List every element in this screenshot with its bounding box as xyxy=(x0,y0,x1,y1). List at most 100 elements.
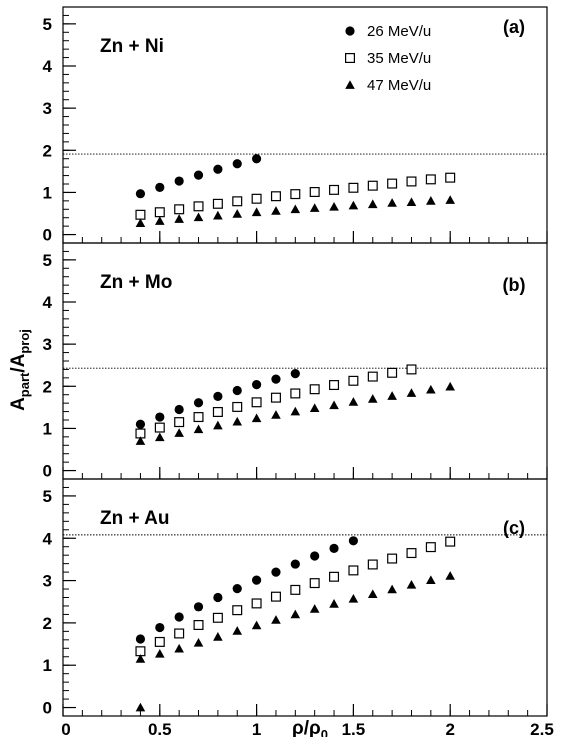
data-point xyxy=(252,575,262,585)
data-point xyxy=(367,589,378,598)
data-point xyxy=(387,198,397,207)
data-point xyxy=(387,391,397,400)
data-point xyxy=(174,417,185,428)
data-point xyxy=(445,571,455,580)
panel-tag: (c) xyxy=(503,518,525,538)
system-label: Zn + Ni xyxy=(100,36,164,57)
data-point xyxy=(426,575,436,584)
data-point xyxy=(387,178,398,189)
series-47-mev-u xyxy=(135,381,455,445)
y-tick-label: 2 xyxy=(43,377,52,396)
x-tick-label: 1.5 xyxy=(342,720,366,737)
data-point xyxy=(135,189,146,199)
data-point xyxy=(232,159,242,169)
series-26-mev-u xyxy=(135,536,358,644)
x-tick-label: 0 xyxy=(61,720,70,737)
data-point xyxy=(406,197,417,206)
y-tick-label: 5 xyxy=(43,251,52,270)
legend-label: 26 MeV/u xyxy=(367,23,431,40)
data-point xyxy=(271,615,281,624)
data-point xyxy=(348,565,359,576)
data-point xyxy=(193,424,204,434)
legend-entry: 47 MeV/u xyxy=(345,77,431,94)
data-point xyxy=(193,620,204,631)
data-point xyxy=(135,634,146,644)
data-point xyxy=(135,419,146,429)
data-point xyxy=(213,592,223,603)
x-tick-label: 2 xyxy=(445,720,454,737)
y-tick-label: 5 xyxy=(43,487,52,506)
data-point xyxy=(252,154,262,164)
legend-marker xyxy=(345,80,355,89)
data-point xyxy=(271,410,281,419)
data-point xyxy=(135,436,146,445)
data-point xyxy=(348,397,359,406)
data-point xyxy=(329,184,340,195)
data-point xyxy=(174,404,184,415)
data-point xyxy=(270,191,281,202)
data-point xyxy=(135,209,146,220)
legend-label: 35 MeV/u xyxy=(367,50,431,67)
system-label: Zn + Au xyxy=(100,508,170,529)
series-35-mev-u xyxy=(135,364,417,439)
data-point xyxy=(387,367,398,378)
data-point xyxy=(232,605,243,616)
y-tick-label: 4 xyxy=(43,293,53,312)
y-tick-label: 5 xyxy=(43,15,52,34)
data-point xyxy=(232,416,243,426)
data-point xyxy=(329,543,339,554)
system-label: Zn + Mo xyxy=(100,272,172,293)
data-point xyxy=(329,571,340,582)
series-47-mev-u xyxy=(135,571,455,712)
y-tick-label: 3 xyxy=(43,335,52,354)
x-tick-label: 0.5 xyxy=(148,720,172,737)
data-point xyxy=(212,406,223,417)
data-point xyxy=(155,216,165,225)
panel-tag: (b) xyxy=(503,275,526,295)
data-point xyxy=(426,196,436,205)
data-point xyxy=(174,214,184,223)
panels-layer: 0 1 2 3 4 5 Zn + Ni (a) 0 1 2 3 4 5 Zn + Mo (b) 0 1 2 3 4 5 Zn… xyxy=(43,6,548,718)
panel-b: 0 1 2 3 4 5 Zn + Mo (b) xyxy=(43,242,548,481)
data-point xyxy=(135,218,146,228)
data-point xyxy=(251,193,262,204)
data-point xyxy=(212,612,223,623)
legend-label: 47 MeV/u xyxy=(367,77,431,94)
data-point xyxy=(154,636,165,647)
data-point xyxy=(406,580,417,589)
data-point xyxy=(329,400,339,410)
data-point xyxy=(154,207,165,218)
data-point xyxy=(155,622,165,633)
data-point xyxy=(193,398,204,408)
data-point xyxy=(155,182,165,192)
series-26-mev-u xyxy=(135,154,262,199)
data-point xyxy=(251,207,262,217)
y-tick-label: 4 xyxy=(43,529,53,548)
y-tick-label: 0 xyxy=(43,226,52,245)
data-point xyxy=(309,384,320,395)
data-point xyxy=(251,397,262,408)
data-point xyxy=(348,375,359,386)
data-point xyxy=(232,209,243,218)
data-point xyxy=(445,195,455,204)
data-point xyxy=(213,391,223,401)
data-point xyxy=(290,609,301,619)
data-point xyxy=(232,584,242,594)
legend-marker xyxy=(345,52,356,63)
data-point xyxy=(348,536,358,546)
data-point xyxy=(232,385,242,396)
data-point xyxy=(212,198,223,209)
data-point xyxy=(406,388,417,397)
legend: 26 MeV/u 35 MeV/u 47 MeV/u xyxy=(345,23,431,94)
series-26-mev-u xyxy=(135,369,300,429)
data-point xyxy=(193,170,204,180)
data-point xyxy=(174,643,184,653)
panel-a: 0 1 2 3 4 5 Zn + Ni (a) xyxy=(43,6,548,245)
data-point xyxy=(251,413,262,423)
data-point xyxy=(348,200,359,210)
panel-tag: (a) xyxy=(503,17,525,37)
y-tick-label: 4 xyxy=(43,57,53,76)
y-tick-label: 0 xyxy=(43,699,52,718)
data-point xyxy=(367,180,378,191)
